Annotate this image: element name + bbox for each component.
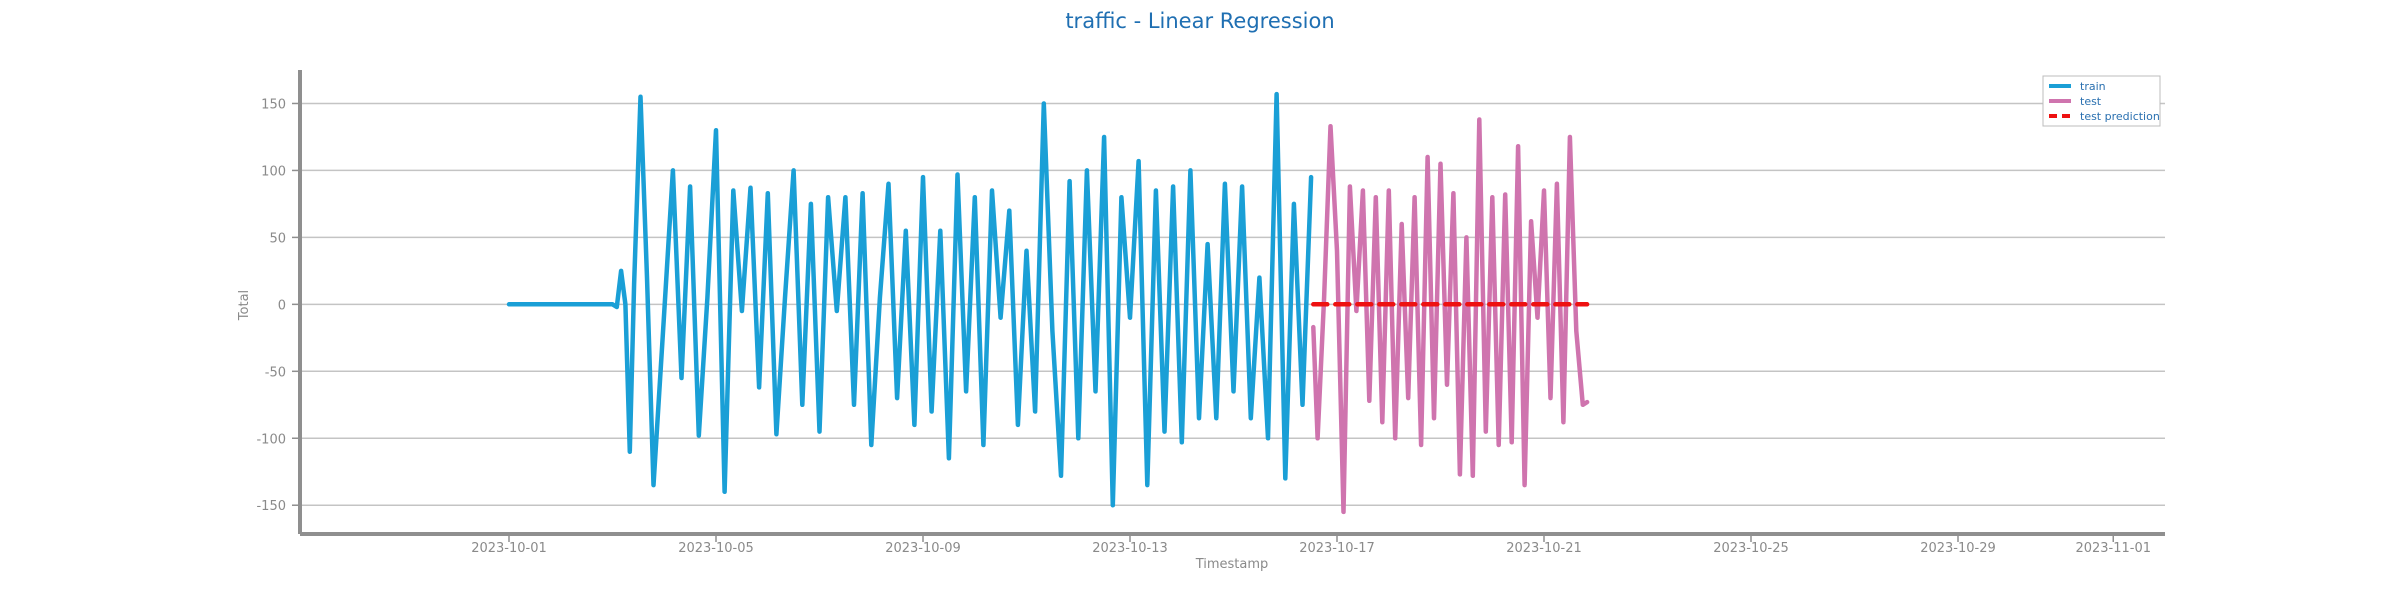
x-tick-label: 2023-11-01 bbox=[2075, 541, 2151, 556]
y-tick-label: -100 bbox=[256, 432, 286, 447]
y-tick-label: 0 bbox=[278, 298, 286, 313]
series-group bbox=[506, 91, 1590, 515]
x-tick-label: 2023-10-09 bbox=[885, 541, 961, 556]
y-tick-label: 150 bbox=[261, 97, 286, 112]
legend-label-train: train bbox=[2080, 80, 2106, 93]
y-tick-label: 100 bbox=[261, 164, 286, 179]
x-tick-label: 2023-10-21 bbox=[1506, 541, 1582, 556]
x-tick-label: 2023-10-05 bbox=[678, 541, 754, 556]
y-tick-label: -50 bbox=[265, 365, 286, 380]
x-axis-label: Timestamp bbox=[1195, 557, 1269, 572]
y-axis-label: Total bbox=[237, 290, 252, 321]
chart-title: traffic - Linear Regression bbox=[1065, 9, 1334, 33]
x-tick-label: 2023-10-25 bbox=[1713, 541, 1789, 556]
y-tick-label: 50 bbox=[269, 231, 286, 246]
x-tick-label: 2023-10-29 bbox=[1920, 541, 1996, 556]
legend-label-test: test bbox=[2080, 95, 2102, 108]
x-tick-label: 2023-10-01 bbox=[471, 541, 547, 556]
x-ticks: 2023-10-01 2023-10-05 2023-10-09 2023-10-13… bbox=[471, 534, 2151, 556]
legend: train test test prediction bbox=[2042, 75, 2161, 127]
series-line-test bbox=[1311, 117, 1590, 515]
x-tick-label: 2023-10-17 bbox=[1299, 541, 1375, 556]
series-line-train bbox=[506, 91, 1314, 508]
x-tick-label: 2023-10-13 bbox=[1092, 541, 1168, 556]
y-tick-label: -150 bbox=[256, 499, 286, 514]
y-ticks: -150 -100 -50 0 50 100 150 bbox=[256, 97, 300, 514]
legend-label-test-prediction: test prediction bbox=[2080, 110, 2160, 123]
